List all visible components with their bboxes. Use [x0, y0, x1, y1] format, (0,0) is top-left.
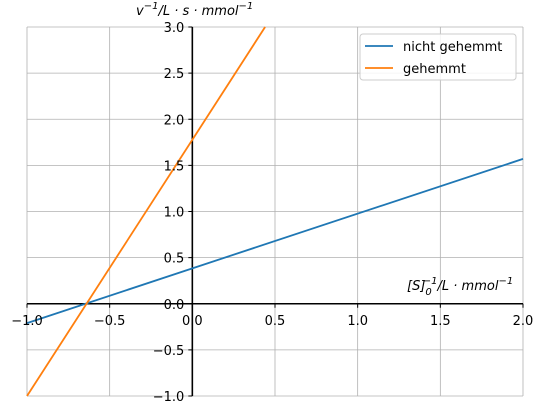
legend-label-nicht-gehemmt: nicht gehemmt: [403, 40, 502, 55]
x-tick-label-0: −1.0: [11, 314, 43, 329]
y-tick-label-8: 3.0: [164, 21, 185, 36]
y-tick-label-7: 2.5: [164, 67, 185, 82]
y-tick-label-3: 0.5: [164, 252, 185, 267]
x-tick-label-1: −0.5: [94, 314, 126, 329]
series-lines: [26, 26, 524, 397]
y-tick-label-6: 2.0: [164, 113, 185, 128]
y-tick-label-1: −0.5: [153, 344, 185, 359]
y-tick-label-5: 1.5: [164, 159, 185, 174]
series-line-0: [26, 158, 524, 324]
x-tick-label-4: 1.0: [347, 314, 368, 329]
x-tick-label-6: 2.0: [513, 314, 534, 329]
y-tick-label-0: −1.0: [153, 390, 185, 405]
x-tick-label-3: 0.5: [265, 314, 286, 329]
tick-labels: −1.0 −0.5 0.0 0.5 1.0 1.5 2.0 −1.0 −0.5 0.0 0.5 1.0…: [11, 21, 533, 405]
grid: [26, 26, 524, 397]
y-axis-label: v−1/L · s · mmol−1: [136, 1, 253, 19]
legend-label-gehemmt: gehemmt: [403, 62, 466, 77]
axes: [26, 26, 524, 397]
y-tick-label-2: 0.0: [164, 298, 185, 313]
legend: nicht gehemmt gehemmt: [359, 33, 517, 81]
x-tick-label-5: 1.5: [430, 314, 451, 329]
legend-box: [359, 33, 517, 81]
x-axis-label: [S]0−1/L · mmol−1: [407, 276, 513, 298]
series-line-1: [26, 26, 266, 397]
x-tick-label-2: 0.0: [182, 314, 203, 329]
y-tick-label-4: 1.0: [164, 206, 185, 221]
